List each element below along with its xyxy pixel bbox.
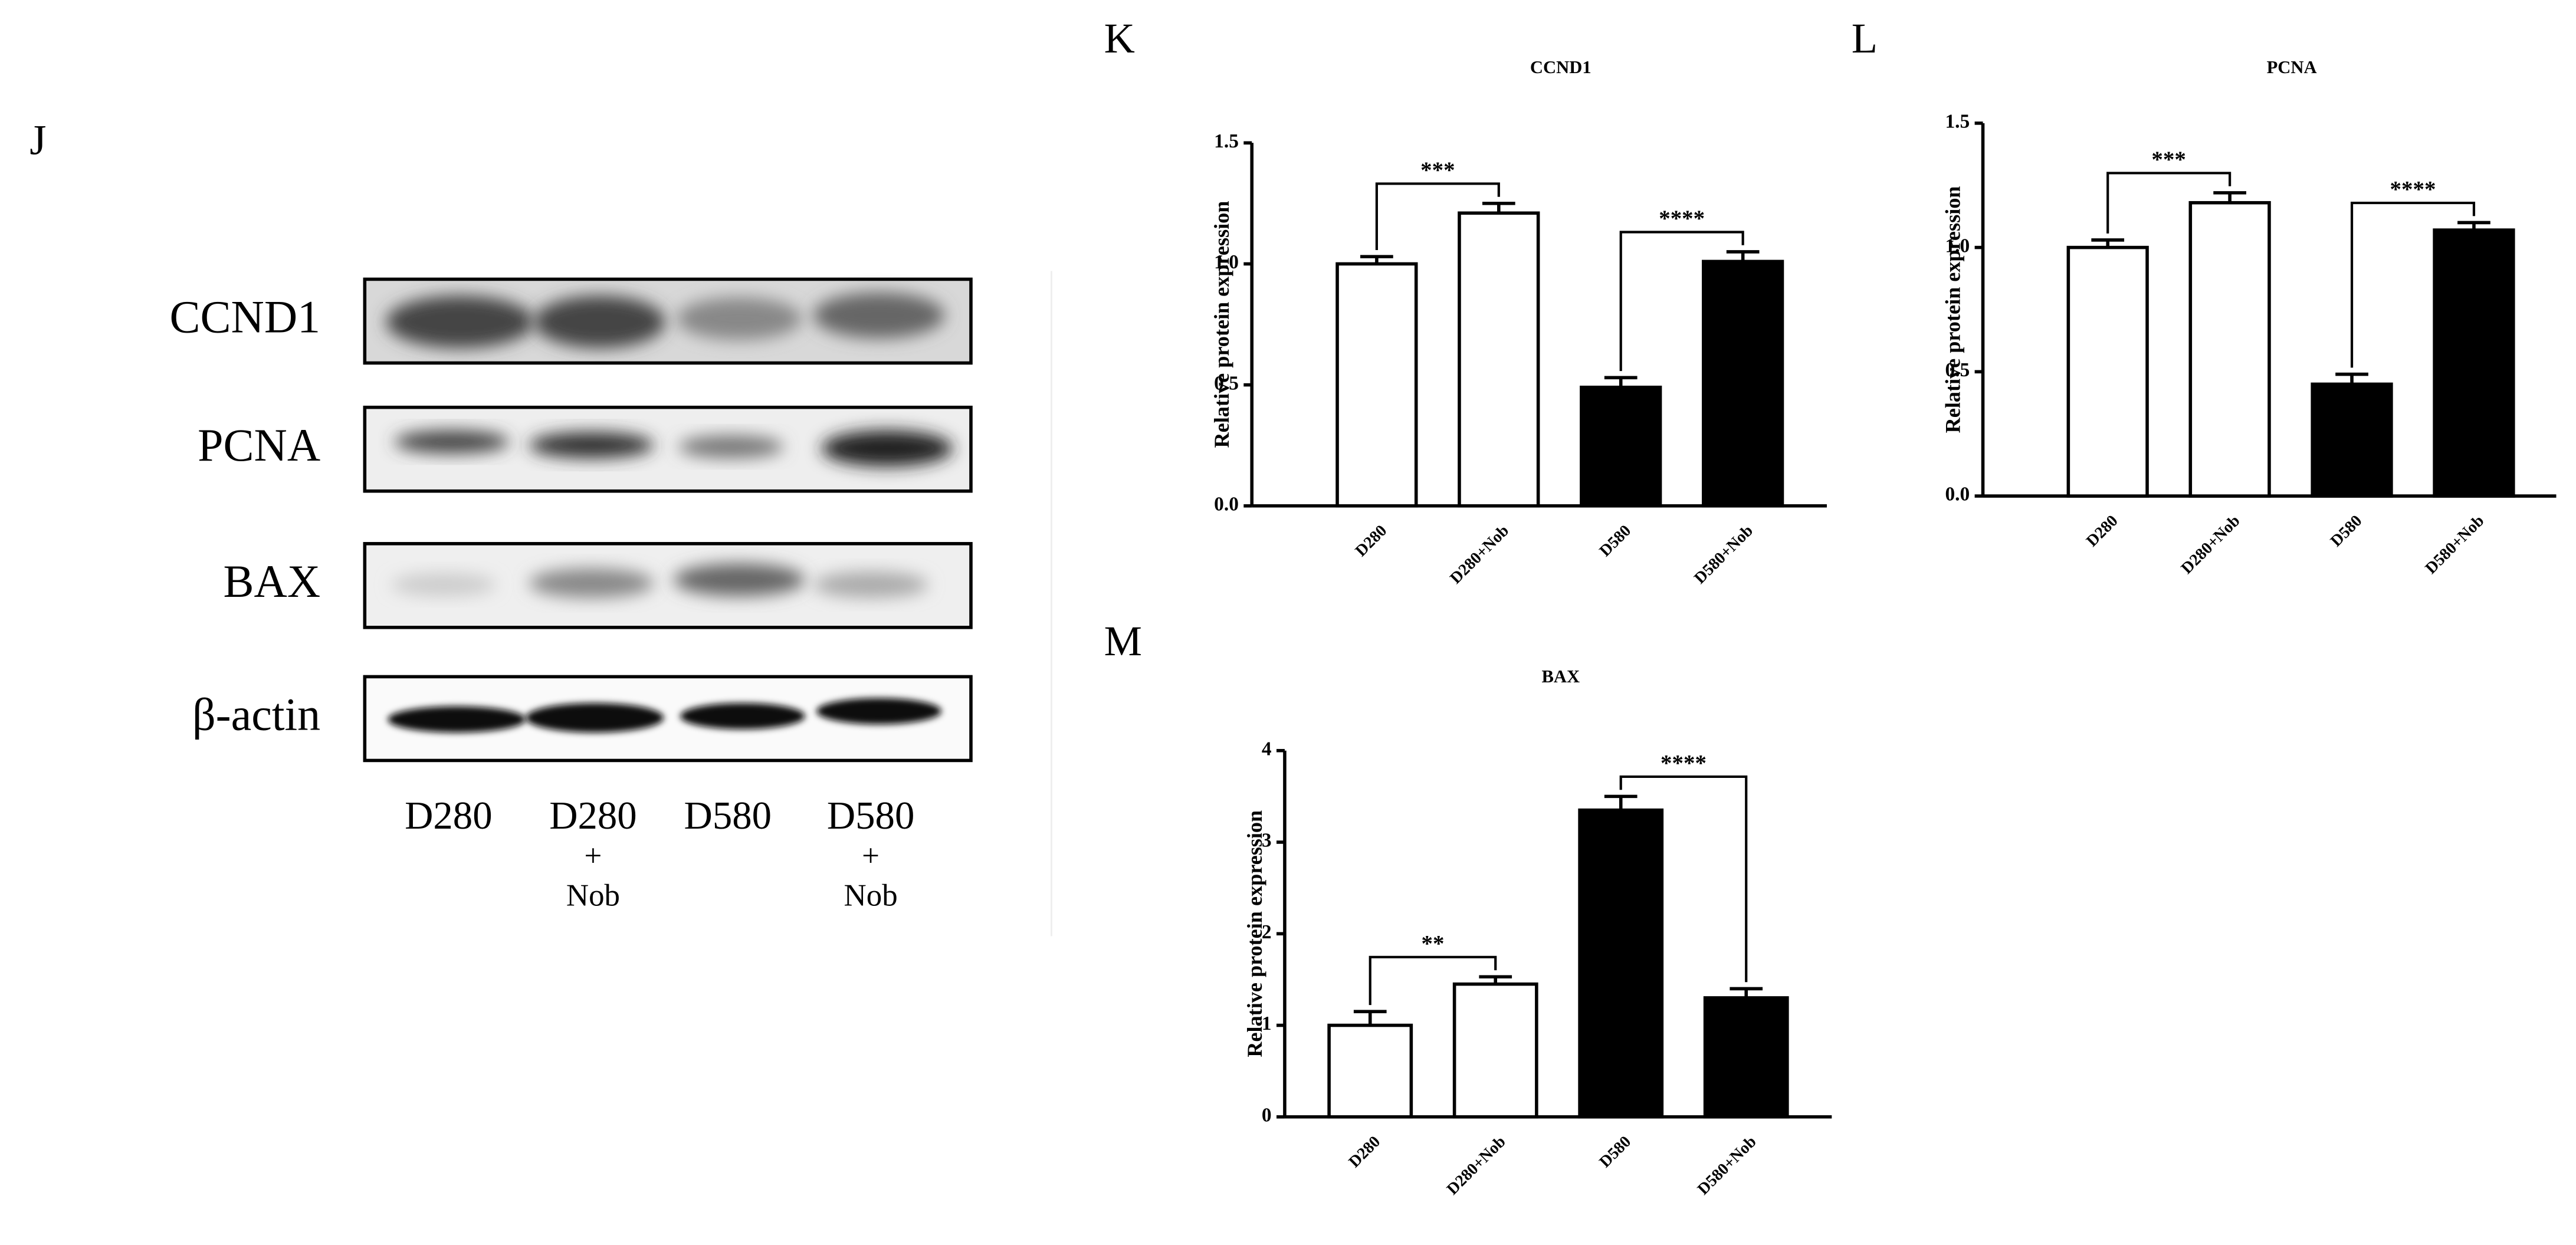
lane-label: D280 <box>549 794 637 837</box>
significance-label: **** <box>1659 206 1705 231</box>
bar <box>1580 385 1662 508</box>
significance-label: **** <box>1661 750 1707 776</box>
chart-title: PCNA <box>2267 57 2317 77</box>
bar <box>1335 262 1418 508</box>
y-tick-label: 1.5 <box>1945 111 1970 133</box>
significance-bracket <box>1619 231 1744 372</box>
x-tick-label: D280+Nob <box>1443 1132 1509 1198</box>
significance-bracket <box>1375 182 1500 251</box>
error-bar <box>1604 376 1638 387</box>
significance-label: **** <box>2390 176 2436 202</box>
significance-label: *** <box>1420 157 1455 183</box>
panel-label: J <box>29 116 46 164</box>
error-bar <box>2091 238 2125 248</box>
lane-label: D580 <box>684 794 772 837</box>
y-tick-label: 0 <box>1262 1104 1272 1126</box>
lane-label: Nob <box>844 879 898 913</box>
error-bar <box>1353 1010 1387 1026</box>
x-tick-label: D580 <box>1596 521 1635 560</box>
bar <box>1458 211 1540 508</box>
y-tick-label: 2 <box>1262 921 1272 943</box>
chart-title: BAX <box>1541 666 1580 686</box>
significance-bracket <box>1369 955 1497 1006</box>
x-tick-label: D280+Nob <box>1446 521 1512 587</box>
error-bar <box>2213 191 2246 203</box>
x-tick-label: D280+Nob <box>2178 512 2244 578</box>
y-tick-label: 1 <box>1262 1013 1272 1034</box>
bar <box>1327 1023 1413 1119</box>
x-tick-label: D580 <box>1596 1132 1635 1171</box>
x-tick-label: D280 <box>1345 1132 1384 1171</box>
lane-label: + <box>862 839 880 873</box>
panel-label: K <box>1104 14 1135 62</box>
protein-label: β-actin <box>192 689 320 740</box>
y-tick-label: 1.0 <box>1214 251 1239 273</box>
bar <box>2311 382 2393 498</box>
lane-label: + <box>585 839 602 873</box>
panel-label: M <box>1104 617 1142 665</box>
error-bar <box>1482 202 1515 213</box>
error-bar <box>2457 221 2490 231</box>
blot-bands <box>363 277 973 763</box>
lane-label: Nob <box>566 879 620 913</box>
error-bar <box>2335 372 2368 385</box>
significance-bracket <box>1619 775 1748 983</box>
error-bar <box>1360 255 1393 264</box>
bar <box>2066 245 2149 498</box>
y-tick-label: 3 <box>1262 830 1272 852</box>
error-bar <box>1726 250 1760 262</box>
x-tick-label: D280 <box>1352 521 1391 560</box>
significance-label: *** <box>2151 147 2186 172</box>
bar <box>2188 201 2271 498</box>
panel-label: L <box>1852 14 1878 62</box>
y-tick-label: 1.5 <box>1214 130 1239 152</box>
significance-label: ** <box>1422 931 1445 956</box>
lane-label: D580 <box>827 794 915 837</box>
error-bar <box>1730 987 1763 998</box>
protein-label: CCND1 <box>170 292 321 343</box>
x-tick-label: D580+Nob <box>1691 521 1757 587</box>
bar <box>2433 228 2515 498</box>
x-tick-label: D280 <box>2083 512 2122 551</box>
y-axis-label: Relative protein expression <box>1941 186 1965 433</box>
y-tick-label: 4 <box>1262 738 1272 760</box>
significance-bracket <box>2106 172 2232 234</box>
y-tick-label: 0.0 <box>1945 484 1970 505</box>
protein-label: PCNA <box>198 420 320 471</box>
x-tick-label: D580+Nob <box>2422 512 2488 578</box>
y-tick-label: 0.5 <box>1214 372 1239 394</box>
y-axis-label: Relative protein expression <box>1210 201 1233 448</box>
x-tick-label: D580 <box>2327 512 2366 551</box>
bar <box>1452 982 1538 1119</box>
y-tick-label: 1.0 <box>1945 235 1970 257</box>
chart-title: CCND1 <box>1530 57 1591 77</box>
x-tick-label: D580+Nob <box>1694 1132 1760 1198</box>
bar <box>1578 808 1664 1119</box>
y-tick-label: 0.0 <box>1214 493 1239 515</box>
y-tick-label: 0.5 <box>1945 359 1970 381</box>
protein-label: BAX <box>224 556 321 607</box>
bar <box>1703 996 1789 1119</box>
error-bar <box>1479 975 1512 984</box>
error-bar <box>1604 794 1638 810</box>
lane-label: D280 <box>405 794 493 837</box>
bar <box>1702 259 1784 508</box>
significance-bracket <box>2350 201 2476 368</box>
y-axis-label: Relative protein expression <box>1243 810 1266 1057</box>
